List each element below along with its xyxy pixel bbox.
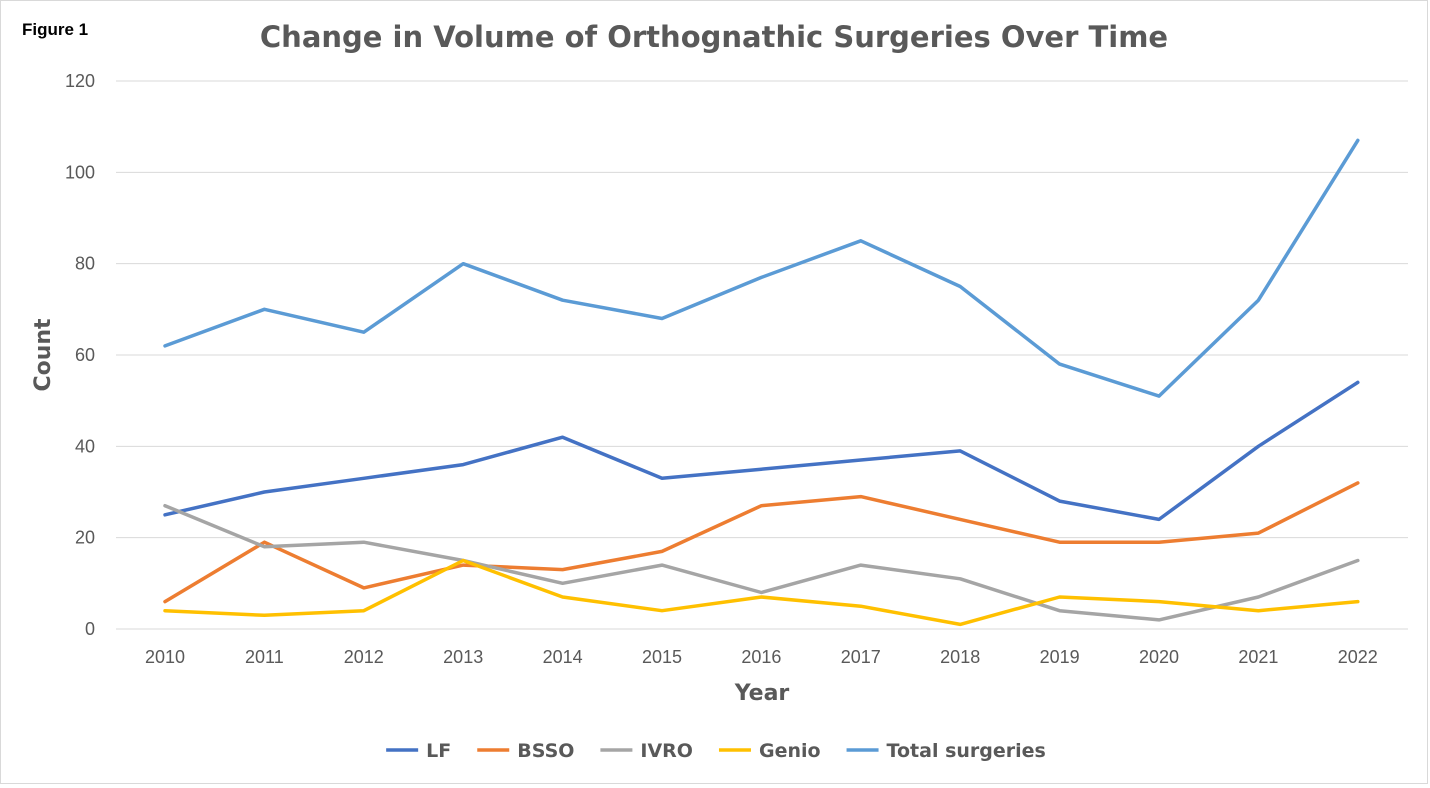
legend-label: IVRO: [640, 740, 693, 762]
x-tick-label: 2019: [1040, 647, 1080, 667]
x-tick-label: 2011: [245, 647, 284, 667]
y-tick-label: 40: [75, 436, 95, 456]
x-tick-label: 2021: [1238, 647, 1278, 667]
chart-title: Change in Volume of Orthognathic Surgeri…: [260, 20, 1168, 54]
figure-label: Figure 1: [22, 20, 88, 39]
legend-label: Total surgeries: [887, 740, 1046, 762]
series-line-lf: [163, 380, 1360, 522]
x-tick-label: 2010: [145, 647, 185, 667]
x-tick-label: 2015: [642, 647, 682, 667]
y-tick-label: 100: [65, 162, 95, 182]
legend-label: LF: [426, 740, 451, 762]
y-tick-label: 0: [85, 619, 95, 639]
series-line-ivro: [163, 503, 1360, 622]
legend-item-total-surgeries: Total surgeries: [846, 740, 1046, 762]
series-line-genio: [163, 558, 1360, 627]
y-axis-ticks: 0 20 40 60 80 100 120: [65, 71, 95, 639]
gridlines: [116, 80, 1408, 630]
x-tick-label: 2012: [344, 647, 384, 667]
y-tick-label: 80: [75, 254, 95, 274]
series-line-total-surgeries: [163, 138, 1360, 398]
x-tick-label: 2014: [543, 647, 583, 667]
legend-item-ivro: IVRO: [600, 740, 693, 762]
x-tick-label: 2022: [1338, 647, 1378, 667]
legend: LF BSSO IVRO Genio Total surgeries: [386, 740, 1046, 762]
y-tick-label: 20: [75, 528, 95, 548]
x-tick-label: 2020: [1139, 647, 1179, 667]
x-tick-label: 2013: [443, 647, 483, 667]
legend-item-bsso: BSSO: [477, 740, 574, 762]
x-axis-title: Year: [734, 681, 790, 706]
legend-item-lf: LF: [386, 740, 451, 762]
legend-label: BSSO: [517, 740, 574, 762]
y-tick-label: 120: [65, 71, 95, 91]
x-tick-label: 2018: [940, 647, 980, 667]
legend-item-genio: Genio: [718, 740, 821, 762]
series-line-bsso: [163, 481, 1360, 604]
y-tick-label: 60: [75, 345, 95, 365]
y-axis-title: Count: [31, 318, 56, 392]
series-lines: [163, 138, 1360, 627]
x-tick-label: 2016: [741, 647, 781, 667]
legend-label: Genio: [759, 740, 821, 762]
x-axis-ticks: 2010 2011 2012 2013 2014 2015 2016 2017 2018 2019…: [145, 647, 1378, 667]
x-tick-label: 2017: [841, 647, 881, 667]
